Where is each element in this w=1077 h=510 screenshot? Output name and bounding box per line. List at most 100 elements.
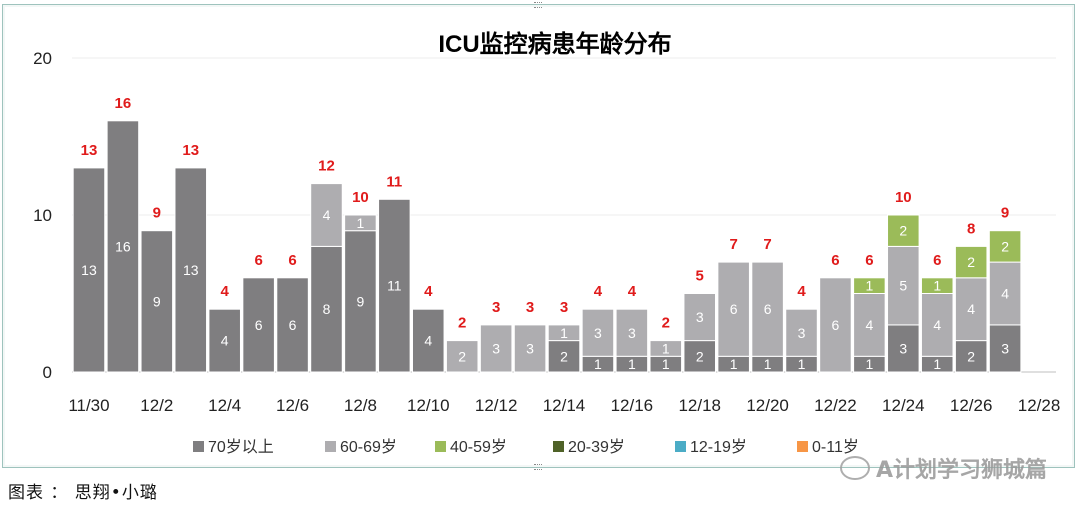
bar-segment bbox=[547, 324, 581, 342]
bar-segment bbox=[853, 277, 886, 294]
legend-label: 40-59岁 bbox=[450, 438, 507, 456]
bar-segment bbox=[717, 261, 750, 357]
x-axis: 11/30 12/2 12/4 12/6 12/8 12/10 12/12 12/14 12/1… bbox=[68, 396, 1060, 415]
total-label: 2 bbox=[458, 315, 466, 332]
total-label: 10 bbox=[352, 189, 369, 206]
chart-title: ICU监控病患年龄分布 bbox=[438, 30, 671, 58]
resize-handle-top[interactable] bbox=[534, 2, 542, 8]
bars: 1313161699131344666684129110111144223333… bbox=[72, 95, 1022, 373]
segment-label: 2 bbox=[458, 348, 466, 364]
segment-label: 8 bbox=[323, 301, 331, 317]
bar-segment bbox=[208, 308, 241, 373]
bar-segment bbox=[445, 340, 479, 373]
segment-label: 4 bbox=[967, 301, 975, 317]
segment-label: 1 bbox=[798, 356, 806, 372]
bar-segment bbox=[785, 308, 818, 357]
bar-segment bbox=[140, 230, 174, 373]
segment-label: 3 bbox=[594, 325, 602, 341]
segment-label: 3 bbox=[696, 309, 704, 325]
legend: 70岁以上 60-69岁 40-59岁 20-39岁 12-19岁 0-11岁 bbox=[193, 438, 859, 456]
segment-label: 1 bbox=[560, 325, 568, 341]
total-label: 3 bbox=[560, 299, 568, 316]
bar-segment bbox=[954, 245, 988, 279]
total-label: 10 bbox=[895, 189, 912, 206]
watermark-text: A计划学习狮城篇 bbox=[875, 458, 1047, 483]
total-label: 16 bbox=[115, 95, 132, 112]
bar-segment bbox=[887, 214, 920, 247]
legend-swatch bbox=[797, 441, 808, 452]
segment-label: 2 bbox=[899, 223, 907, 239]
bar-segment bbox=[954, 277, 988, 342]
total-label: 6 bbox=[831, 252, 839, 269]
legend-label: 0-11岁 bbox=[812, 438, 859, 456]
segment-label: 9 bbox=[153, 293, 161, 309]
bar-segment bbox=[174, 167, 208, 373]
legend-label: 12-19岁 bbox=[690, 438, 747, 456]
segment-label: 13 bbox=[183, 262, 199, 278]
segment-label: 1 bbox=[933, 356, 941, 372]
bar-segment bbox=[242, 277, 275, 373]
legend-label: 60-69岁 bbox=[340, 438, 397, 456]
bar-segment bbox=[615, 308, 649, 357]
segment-label: 13 bbox=[81, 262, 97, 278]
resize-handle-bottom[interactable] bbox=[534, 464, 542, 470]
x-tick-label: 12/16 bbox=[611, 396, 654, 415]
x-tick-label: 12/22 bbox=[814, 396, 857, 415]
segment-label: 5 bbox=[899, 278, 907, 294]
y-tick-label: 20 bbox=[33, 49, 52, 68]
segment-label: 2 bbox=[967, 348, 975, 364]
y-tick-label: 10 bbox=[33, 206, 52, 225]
x-tick-label: 11/30 bbox=[68, 396, 109, 415]
segment-label: 1 bbox=[865, 278, 873, 294]
bar-segment bbox=[683, 293, 717, 342]
segment-label: 1 bbox=[628, 356, 636, 372]
bar-segment bbox=[344, 214, 377, 232]
bar-segment bbox=[649, 340, 683, 357]
segment-label: 4 bbox=[933, 317, 941, 333]
x-tick-label: 12/12 bbox=[475, 396, 518, 415]
total-label: 7 bbox=[729, 236, 737, 253]
x-tick-label: 12/8 bbox=[344, 396, 377, 415]
x-tick-label: 12/6 bbox=[276, 396, 309, 415]
bar-segment bbox=[310, 183, 343, 247]
total-label: 6 bbox=[288, 252, 296, 269]
bar-segment bbox=[988, 324, 1022, 373]
x-tick-label: 12/20 bbox=[746, 396, 789, 415]
x-tick-label: 12/14 bbox=[543, 396, 586, 415]
x-tick-label: 12/24 bbox=[882, 396, 925, 415]
chart-caption: 图表 ： 思翔•小璐 bbox=[8, 483, 158, 503]
segment-label: 2 bbox=[1001, 238, 1009, 254]
segment-label: 1 bbox=[594, 356, 602, 372]
bar-segment bbox=[920, 277, 954, 294]
segment-label: 6 bbox=[289, 317, 297, 333]
bar-segment bbox=[683, 340, 717, 373]
segment-label: 1 bbox=[730, 356, 738, 372]
segment-label: 9 bbox=[357, 293, 365, 309]
watermark: A计划学习狮城篇 bbox=[839, 452, 1047, 484]
bar-segment bbox=[581, 308, 615, 357]
bar-segment bbox=[276, 277, 309, 373]
bar-segment bbox=[887, 245, 920, 326]
bar-segment bbox=[344, 230, 377, 373]
wechat-icon bbox=[839, 456, 870, 480]
y-axis: 0 10 20 bbox=[33, 49, 52, 382]
bar-segment bbox=[411, 308, 445, 373]
segment-label: 3 bbox=[798, 325, 806, 341]
bar-segment bbox=[310, 245, 343, 373]
total-label: 3 bbox=[526, 299, 534, 316]
segment-label: 1 bbox=[933, 278, 941, 294]
segment-label: 4 bbox=[1001, 286, 1009, 302]
total-label: 4 bbox=[221, 283, 230, 300]
total-label: 9 bbox=[1001, 205, 1009, 222]
legend-swatch bbox=[435, 441, 446, 452]
legend-swatch bbox=[325, 441, 336, 452]
total-label: 13 bbox=[182, 142, 199, 159]
segment-label: 4 bbox=[323, 207, 331, 223]
total-label: 4 bbox=[797, 283, 806, 300]
segment-label: 6 bbox=[764, 301, 772, 317]
segment-label: 1 bbox=[357, 215, 365, 231]
segment-label: 2 bbox=[696, 348, 704, 364]
bar-segment bbox=[72, 167, 106, 373]
segment-label: 16 bbox=[115, 238, 131, 254]
